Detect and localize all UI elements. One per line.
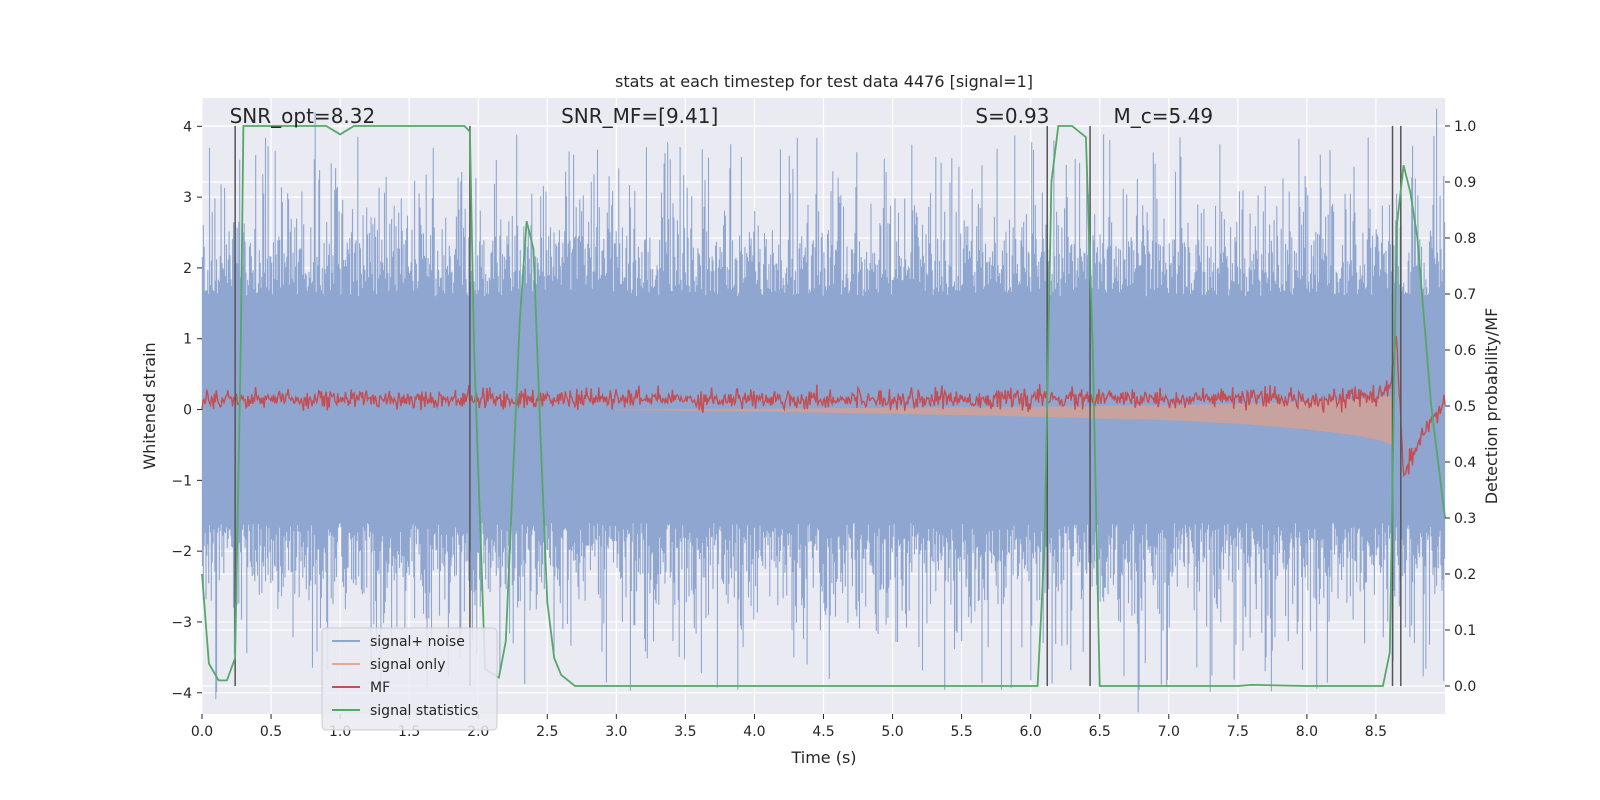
signal-statistics-series: [201, 125, 1446, 687]
y-left-tick-label: −3: [171, 615, 192, 631]
y-right-tick-label: 0.0: [1454, 679, 1476, 695]
y-left-tick-label: 4: [183, 119, 192, 135]
y-right-tick-label: 0.5: [1454, 399, 1476, 415]
x-axis-label: Time (s): [790, 748, 856, 767]
annotation: M_c=5.49: [1114, 104, 1214, 128]
y-left-axis-label: Whitened strain: [140, 342, 159, 469]
signal-only-envelope: [616, 395, 1393, 445]
y-right-tick-label: 0.6: [1454, 343, 1476, 359]
x-tick-label: 6.5: [1089, 724, 1111, 740]
x-tick-label: 0.5: [260, 724, 282, 740]
x-tick-label: 3.0: [605, 724, 627, 740]
x-tick-label: 3.5: [674, 724, 696, 740]
y-left-tick-label: 0: [183, 403, 192, 419]
annotation: SNR_opt=8.32: [230, 104, 376, 128]
y-right-tick-label: 0.3: [1454, 511, 1476, 527]
y-left-axis-ticks: −4 −3 −2 −1 0 1 2 3 4: [171, 119, 202, 702]
mf-series: [201, 336, 1446, 477]
y-right-tick-label: 0.2: [1454, 567, 1476, 583]
y-right-tick-label: 0.1: [1454, 623, 1476, 639]
x-tick-label: 0.0: [191, 724, 213, 740]
legend-label: signal only: [370, 657, 445, 673]
x-tick-label: 4.5: [812, 724, 834, 740]
legend: signal+ noise signal only MF signal statist…: [321, 627, 498, 731]
x-tick-label: 8.5: [1365, 724, 1387, 740]
annotation: S=0.93: [975, 104, 1049, 128]
y-right-axis-label: Detection probability/MF: [1482, 308, 1501, 505]
y-right-axis-ticks: 0.0 0.1 0.2 0.3 0.4 0.5 0.6 0.7 0.8 0.9 1.0: [1445, 119, 1476, 695]
y-right-tick-label: 0.7: [1454, 287, 1476, 303]
x-tick-label: 5.0: [881, 724, 903, 740]
x-tick-label: 5.5: [950, 724, 972, 740]
annotation: SNR_MF=[9.41]: [561, 104, 718, 128]
y-right-tick-label: 1.0: [1454, 119, 1476, 135]
y-right-tick-label: 0.4: [1454, 455, 1476, 471]
x-tick-label: 7.0: [1158, 724, 1180, 740]
signal-only-series: [616, 395, 1393, 445]
y-left-tick-label: −4: [171, 686, 192, 702]
annotations: SNR_opt=8.32 SNR_MF=[9.41] S=0.93 M_c=5.49: [230, 104, 1213, 128]
x-tick-label: 7.5: [1227, 724, 1249, 740]
y-right-tick-label: 0.9: [1454, 175, 1476, 191]
y-left-tick-label: −2: [171, 544, 192, 560]
y-left-tick-label: 1: [183, 332, 192, 348]
chart-title: stats at each timestep for test data 447…: [615, 72, 1033, 91]
mf-line: [201, 336, 1446, 477]
legend-label: MF: [370, 680, 390, 696]
x-tick-label: 8.0: [1296, 724, 1318, 740]
y-right-tick-label: 0.8: [1454, 231, 1476, 247]
signal-statistics-line: [201, 125, 1446, 687]
y-left-tick-label: 3: [183, 190, 192, 206]
y-left-tick-label: 2: [183, 261, 192, 277]
x-tick-label: 4.0: [743, 724, 765, 740]
x-tick-label: 2.5: [536, 724, 558, 740]
legend-box: [321, 627, 498, 731]
legend-label: signal statistics: [370, 703, 478, 719]
x-tick-label: 6.0: [1020, 724, 1042, 740]
y-left-tick-label: −1: [171, 473, 192, 489]
legend-label: signal+ noise: [370, 634, 465, 650]
